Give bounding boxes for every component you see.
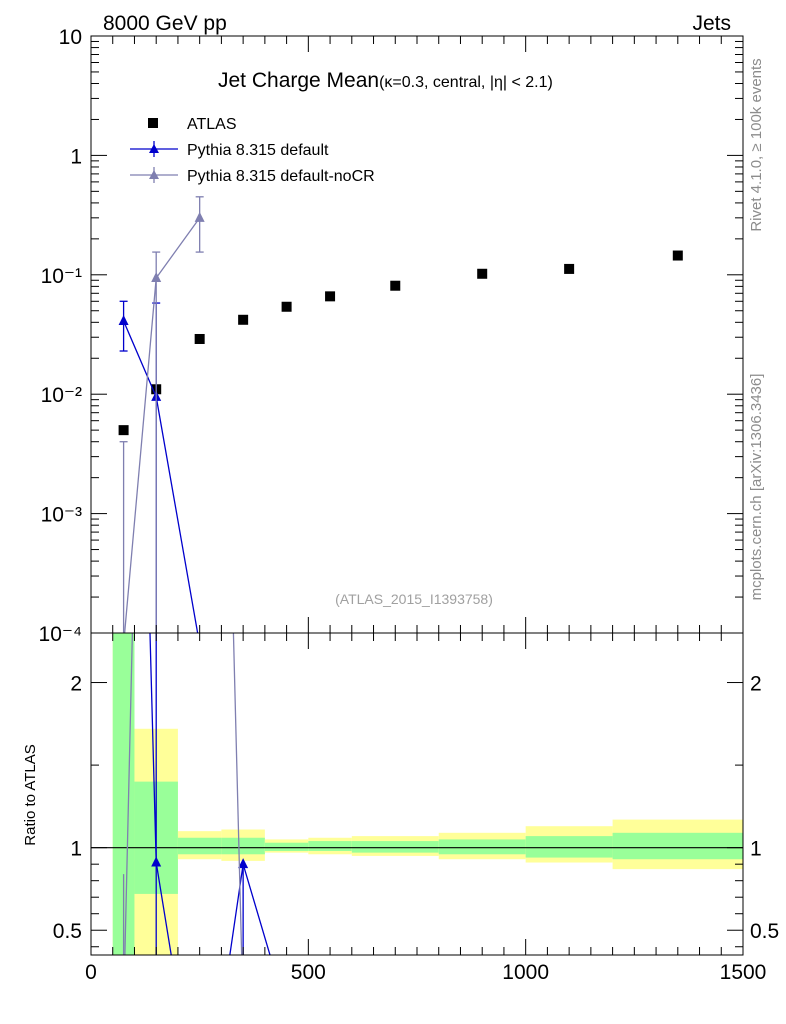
ratio-series: [119, 633, 271, 1014]
rivet-label: Rivet 4.1.0, ≥ 100k events: [748, 58, 765, 231]
data-point-atlas: [672, 250, 683, 261]
data-point-pythia-nocr: [194, 211, 205, 222]
ratio-band-green: [525, 836, 613, 858]
legend-item-pythia-nocr: Pythia 8.315 default-noCR: [130, 167, 375, 185]
legend-marker-atlas: [148, 118, 158, 128]
axis-tick-labels: 0 500 1000 1500 10⁻⁴ 10⁻³ 10⁻² 10⁻¹ 1 10 0.5 0.5 1 1 2…: [39, 26, 780, 984]
x-tick-label: 1000: [502, 961, 549, 984]
legend-item-pythia-default: Pythia 8.315 default: [130, 141, 329, 159]
chart-title-suffix: (κ=0.3, central, |η| < 2.1): [379, 74, 553, 91]
ratio-band-green: [221, 837, 265, 855]
data-point-atlas: [390, 280, 401, 291]
legend-item-atlas: ATLAS: [148, 116, 237, 133]
y-tick-label-main: 10: [59, 26, 82, 49]
ratio-band-green: [438, 839, 526, 855]
ratio-band-green: [112, 633, 135, 955]
data-point-atlas: [564, 263, 575, 274]
ratio-band-green: [308, 841, 352, 851]
line-pythia-default: [123, 320, 199, 633]
data-point-pythia-default: [118, 315, 129, 326]
y-tick-label-ratio-left: 1: [70, 838, 82, 861]
ratio-marker-pythia-default: [151, 856, 162, 867]
ratio-ylabel: Ratio to ATLAS: [22, 744, 39, 845]
y-tick-label-main: 10⁻²: [41, 384, 82, 407]
header-left: 8000 GeV pp: [103, 12, 227, 35]
legend-marker-pythia-nocr: [149, 170, 159, 179]
legend-label-pythia-nocr: Pythia 8.315 default-noCR: [187, 168, 375, 185]
y-tick-label-ratio-left: 0.5: [53, 920, 82, 943]
legend-label-atlas: ATLAS: [187, 116, 237, 133]
y-tick-label-ratio-right: 1: [750, 838, 762, 861]
legend-marker-pythia-default: [149, 144, 159, 153]
axis-ticks: [90, 35, 744, 955]
main-series: [118, 196, 683, 633]
ratio-frame: [90, 632, 744, 956]
header-right: Jets: [692, 12, 731, 35]
ratio-band-green: [612, 832, 743, 860]
y-tick-label-ratio-right: 0.5: [750, 920, 779, 943]
ratio-band-green: [351, 841, 439, 853]
y-tick-label-main: 10⁻¹: [41, 265, 82, 288]
data-point-atlas: [325, 291, 336, 302]
ratio-marker-pythia-default: [238, 858, 249, 869]
y-tick-label-ratio-left: 2: [70, 673, 82, 696]
ratio-band-green: [264, 842, 309, 851]
data-point-atlas: [194, 333, 205, 344]
y-tick-label-main: 1: [70, 145, 82, 168]
analysis-label: (ATLAS_2015_I1393758): [335, 591, 493, 607]
data-point-atlas: [238, 314, 249, 325]
data-point-pythia-nocr: [151, 272, 162, 283]
y-tick-label-main: 10⁻⁴: [39, 623, 82, 646]
x-tick-label: 1500: [720, 961, 767, 984]
legend: ATLAS Pythia 8.315 default Pythia 8.315 …: [130, 116, 375, 185]
chart-title: Jet Charge Mean(κ=0.3, central, |η| < 2.…: [218, 69, 553, 92]
data-point-atlas: [477, 268, 488, 279]
mcplots-label: mcplots.cern.ch [arXiv:1306.3436]: [748, 374, 765, 601]
ratio-marker-pythia-nocr: [119, 1004, 129, 1014]
y-tick-label-main: 10⁻³: [41, 504, 82, 527]
legend-label-pythia-default: Pythia 8.315 default: [187, 142, 329, 159]
x-tick-label: 500: [291, 961, 326, 984]
data-point-atlas: [118, 425, 129, 436]
ratio-band-green: [177, 837, 222, 855]
data-point-atlas: [281, 301, 292, 312]
x-tick-label: 0: [85, 961, 97, 984]
chart-title-main: Jet Charge Mean: [218, 69, 379, 92]
ratio-bands: [91, 633, 743, 955]
y-tick-label-ratio-right: 2: [750, 673, 762, 696]
